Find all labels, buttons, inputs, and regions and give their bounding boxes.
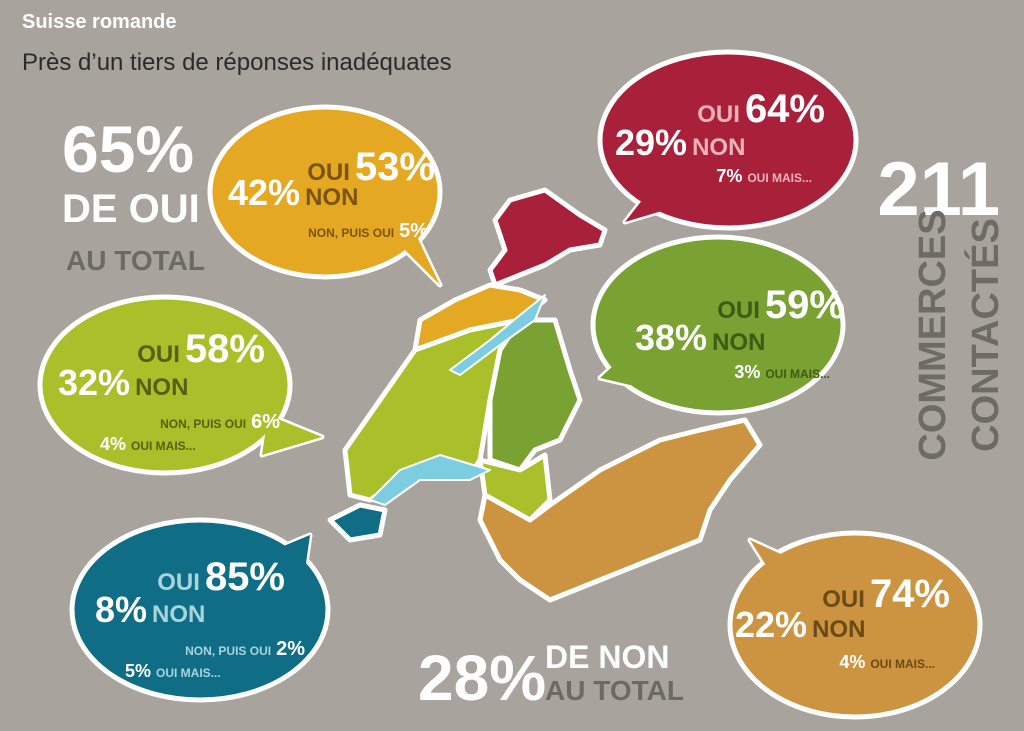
contacts-value: 211 <box>877 147 1000 232</box>
answer-value: 32% <box>58 362 130 403</box>
bubble-tail-fill <box>262 535 310 592</box>
bubble <box>207 104 443 280</box>
answer-value: 7% <box>716 166 742 186</box>
bubble <box>37 294 293 476</box>
answer: OUI 74% <box>822 572 950 616</box>
bubble-tail-fill <box>750 540 805 575</box>
answer-label: NON <box>712 329 765 356</box>
total-no-line: AU TOTAL <box>545 675 684 706</box>
answer-value: 4% <box>839 652 865 672</box>
answer-label: OUI MAIS... <box>765 367 830 381</box>
answer: 8% NON <box>95 589 205 630</box>
answer-value: 3% <box>734 362 760 382</box>
answer-value: 53% <box>355 145 435 189</box>
answer: NON, PUIS OUI 2% <box>185 638 305 660</box>
answer-value: 8% <box>95 589 147 630</box>
answer: OUI 59% <box>717 283 845 327</box>
bubble <box>597 49 859 231</box>
answer: 42% NON <box>228 172 358 213</box>
answer-value: 59% <box>765 283 845 327</box>
answer: 29% NON <box>615 122 745 163</box>
bubble <box>727 530 983 720</box>
answer-label: OUI <box>307 159 350 186</box>
answer-label: OUI MAIS... <box>156 666 221 680</box>
answer-value: 5% <box>399 220 428 242</box>
answer-label: OUI MAIS... <box>870 657 935 671</box>
answer-label: OUI <box>717 297 760 324</box>
answer-label: NON, PUIS OUI <box>308 226 394 240</box>
answer: 4% OUI MAIS... <box>100 434 196 454</box>
answer-label: NON <box>152 601 205 628</box>
answer-label: OUI MAIS... <box>131 439 196 453</box>
bubble <box>69 517 331 703</box>
answer-label: NON <box>305 184 358 211</box>
answer-value: 6% <box>251 411 280 433</box>
answer-value: 2% <box>276 638 305 660</box>
answer-value: 85% <box>205 555 285 599</box>
answer-label: OUI <box>157 569 200 596</box>
answer: OUI 64% <box>697 87 825 131</box>
answer-value: 29% <box>615 122 687 163</box>
total-no-line: DE NON <box>545 639 669 675</box>
bubble-tail-fill <box>625 190 682 222</box>
answer: OUI 53% <box>307 145 435 189</box>
answer-value: 58% <box>185 327 265 371</box>
subtitle: Près d’un tiers de réponses inadéquates <box>22 49 452 76</box>
contacts-line: CONTACTÉS <box>963 218 1007 452</box>
contacts-line: COMMERCES <box>912 209 954 460</box>
answer: 3% OUI MAIS... <box>734 362 830 382</box>
answer-value: 38% <box>635 317 707 358</box>
answer-value: 4% <box>100 434 126 454</box>
answer-value: 64% <box>745 87 825 131</box>
answer-label: OUI MAIS... <box>747 171 812 185</box>
answer: 5% OUI MAIS... <box>125 661 221 681</box>
answer: 4% OUI MAIS... <box>839 652 935 672</box>
bubble-tail-fill <box>262 415 322 455</box>
answer-label: OUI <box>137 341 180 368</box>
answer: NON, PUIS OUI 6% <box>160 411 280 433</box>
title: Suisse romande <box>22 11 177 33</box>
answer-label: NON, PUIS OUI <box>160 417 246 431</box>
answer: 32% NON <box>58 362 188 403</box>
map <box>327 187 763 603</box>
answer: OUI 58% <box>137 327 265 371</box>
total-yes-line: DE OUI <box>62 187 200 231</box>
bubble-tail-fill <box>600 352 660 392</box>
answer-label: NON <box>812 616 865 643</box>
answer-label: OUI <box>822 586 865 613</box>
answer-value: 74% <box>870 572 950 616</box>
answer-value: 42% <box>228 172 300 213</box>
total-yes-value: 65% <box>62 112 194 186</box>
answer-label: NON <box>135 374 188 401</box>
answer: NON, PUIS OUI 5% <box>308 220 428 242</box>
answer-value: 5% <box>125 661 151 681</box>
bubble <box>590 234 846 416</box>
answer-label: NON, PUIS OUI <box>185 644 271 658</box>
bubble-tail-fill <box>395 222 440 285</box>
answer-label: OUI <box>697 101 740 128</box>
answer: 38% NON <box>635 317 765 358</box>
total-no-value: 28% <box>418 642 546 714</box>
answer-label: NON <box>692 134 745 161</box>
answer: 7% OUI MAIS... <box>716 166 812 186</box>
answer-value: 22% <box>735 604 807 645</box>
answer: OUI 85% <box>157 555 285 599</box>
answer: 22% NON <box>735 604 865 645</box>
total-yes-line: AU TOTAL <box>66 245 205 276</box>
